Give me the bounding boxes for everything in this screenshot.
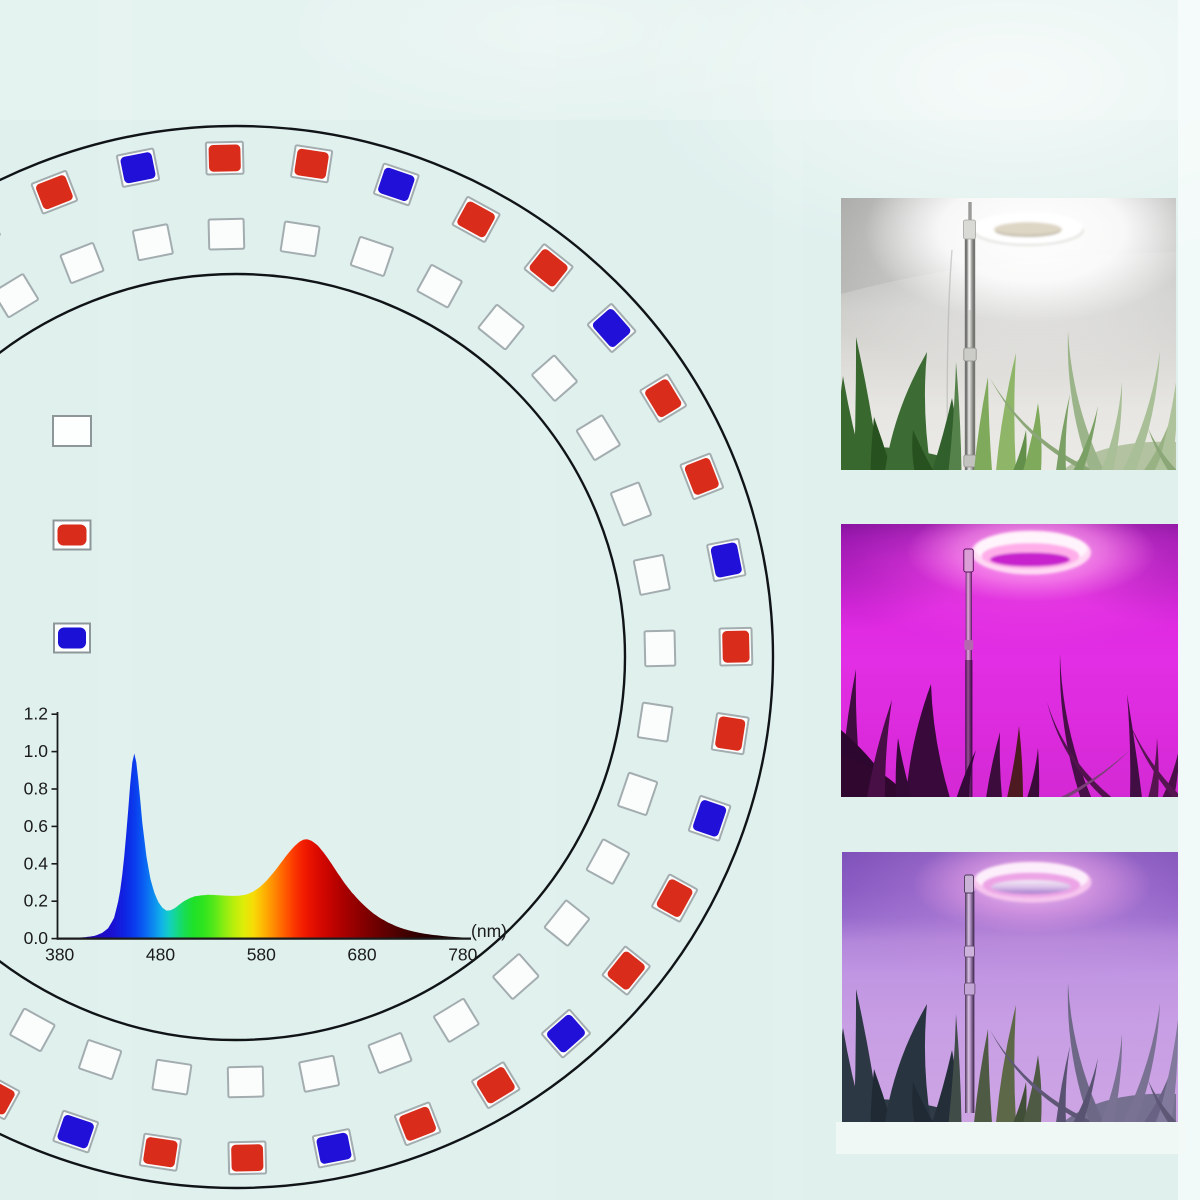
svg-text:(nm): (nm) <box>471 921 507 941</box>
svg-text:580: 580 <box>247 945 276 965</box>
svg-text:0.2: 0.2 <box>24 891 48 911</box>
svg-text:1.2: 1.2 <box>24 704 48 724</box>
svg-text:480: 480 <box>146 945 175 965</box>
svg-text:380: 380 <box>45 945 74 965</box>
svg-text:0.0: 0.0 <box>24 928 49 948</box>
svg-text:680: 680 <box>347 945 376 965</box>
svg-text:780: 780 <box>448 945 477 965</box>
svg-text:0.6: 0.6 <box>24 816 48 836</box>
svg-text:0.8: 0.8 <box>24 779 48 799</box>
svg-text:1.0: 1.0 <box>24 741 49 761</box>
svg-text:0.4: 0.4 <box>24 853 49 873</box>
